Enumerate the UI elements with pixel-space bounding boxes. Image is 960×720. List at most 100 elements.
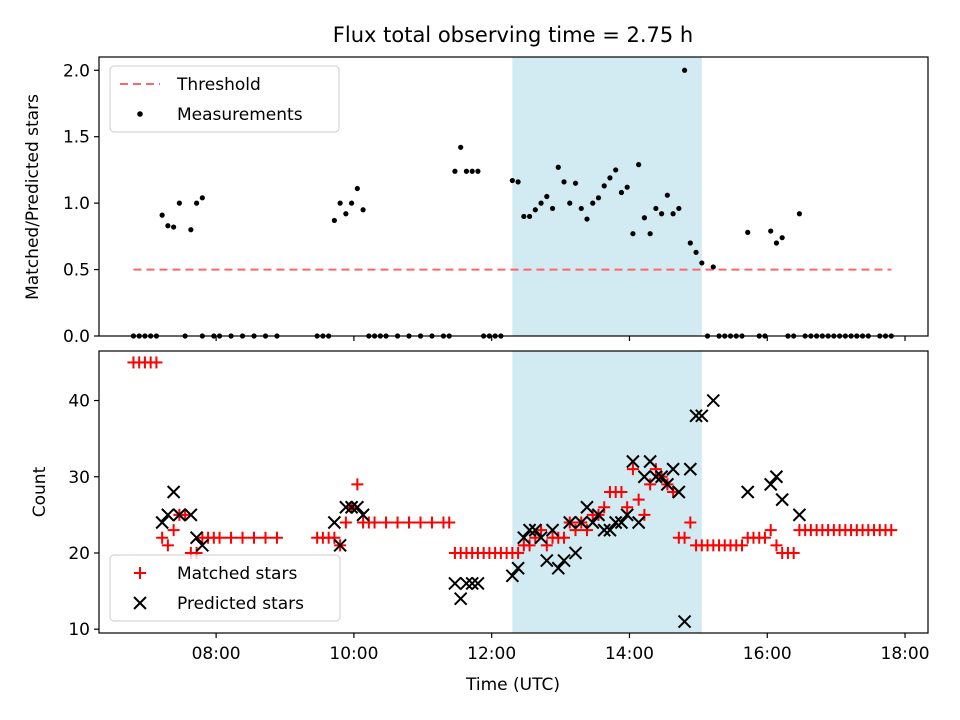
predicted-star-point (775, 492, 789, 507)
measurement-point (515, 179, 521, 185)
legend-measurements-label: Measurements (177, 105, 303, 125)
predicted-star-point (614, 515, 629, 530)
matched-star-point (156, 531, 169, 544)
predicted-star-point (660, 477, 675, 492)
measurement-point (796, 211, 803, 217)
predicted-star-point (517, 531, 531, 545)
predicted-star-point (540, 553, 554, 568)
matched-star-point (339, 516, 352, 529)
matched-star-point (512, 546, 525, 559)
measurement-point (561, 179, 567, 185)
matched-star-point (580, 524, 593, 537)
measurement-point (676, 205, 682, 212)
measurement-point (188, 227, 194, 233)
measurement-point (458, 144, 464, 150)
predicted-star-point (453, 591, 468, 606)
measurement-point (613, 167, 619, 173)
matched-star-point (225, 531, 238, 544)
top-panel: 0.00.51.01.52.0 Matched/Predicted stars … (23, 56, 929, 347)
measurement-point (601, 183, 607, 189)
predicted-star-point (631, 515, 646, 530)
predicted-star-point (666, 462, 680, 476)
measurement-point (710, 264, 716, 270)
predicted-star-point (344, 500, 359, 514)
measurement-point (521, 213, 527, 220)
matched-star-point (678, 531, 691, 544)
bottom-axes-frame (98, 350, 929, 634)
measurement-point (343, 211, 349, 217)
predicted-star-point (356, 508, 370, 522)
measurement-point (572, 180, 579, 186)
matched-star-point (351, 478, 364, 491)
measurement-point (159, 212, 165, 218)
legend-measurements-marker (137, 111, 143, 117)
measurement-point (647, 231, 653, 237)
measurement-point (624, 184, 630, 190)
matched-star-point (626, 463, 639, 476)
predicted-star-point (608, 515, 623, 530)
measurement-point (693, 249, 699, 255)
matched-star-point (615, 486, 628, 498)
predicted-star-point (580, 500, 594, 514)
bottom-ytick-label: 10 (68, 620, 90, 640)
measurement-point (607, 175, 613, 181)
predicted-star-point (741, 485, 755, 499)
legend-matched-label: Matched stars (177, 564, 297, 584)
measurement-point (331, 217, 337, 224)
predicted-star-point (672, 485, 686, 499)
matched-star-point (569, 524, 582, 537)
matched-star-point (414, 516, 427, 529)
measurement-point (653, 205, 659, 212)
predicted-star-point (465, 576, 479, 591)
predicted-star-point (534, 531, 548, 545)
predicted-star-point (597, 523, 611, 537)
measurement-point (193, 200, 200, 206)
predicted-star-point (769, 470, 784, 484)
predicted-star-point (195, 538, 210, 553)
top-legend-box (109, 65, 340, 133)
top-ytick-label: 2.0 (63, 61, 90, 81)
matched-star-point (558, 531, 571, 544)
predicted-star-point (574, 515, 588, 530)
predicted-star-point (695, 409, 709, 423)
bottom-legend-box (109, 554, 341, 622)
matched-star-point (167, 524, 180, 537)
measurement-point (176, 200, 182, 206)
predicted-star-point (620, 508, 634, 522)
predicted-star-point (689, 409, 703, 423)
matched-star-point (270, 531, 283, 544)
predicted-star-point (545, 523, 560, 537)
x-tick-label: 12:00 (467, 644, 516, 664)
predicted-star-point (637, 470, 652, 484)
predicted-star-point (568, 546, 583, 560)
legend-matched-marker (134, 567, 146, 579)
matched-star-point (248, 531, 261, 544)
predicted-star-point (677, 614, 692, 629)
matched-star-point (161, 539, 174, 552)
predicted-star-point (557, 553, 571, 568)
measurement-point (681, 67, 688, 73)
measurement-point (532, 207, 538, 213)
measurement-point (779, 235, 785, 241)
matched-star-point (380, 516, 393, 529)
matched-star-point (529, 531, 542, 544)
matched-star-point (787, 546, 800, 559)
matched-star-point (213, 531, 226, 544)
matched-star-point (684, 516, 697, 529)
matched-star-point (758, 531, 771, 544)
measurement-point (768, 228, 774, 234)
matched-star-point (632, 493, 645, 506)
measurement-point (555, 164, 561, 170)
matched-star-point (328, 531, 341, 544)
matched-star-point (638, 508, 651, 521)
predicted-star-point (166, 485, 181, 499)
predicted-star-point (763, 477, 778, 492)
x-axis-label: Time (UTC) (465, 675, 560, 695)
matched-star-point (259, 531, 272, 544)
predicted-star-point (511, 561, 525, 575)
measurement-point (636, 162, 642, 168)
measurement-point (595, 195, 602, 201)
predicted-star-point (528, 523, 543, 537)
x-tick-label: 10:00 (329, 644, 378, 664)
x-tick-label: 14:00 (605, 644, 654, 664)
